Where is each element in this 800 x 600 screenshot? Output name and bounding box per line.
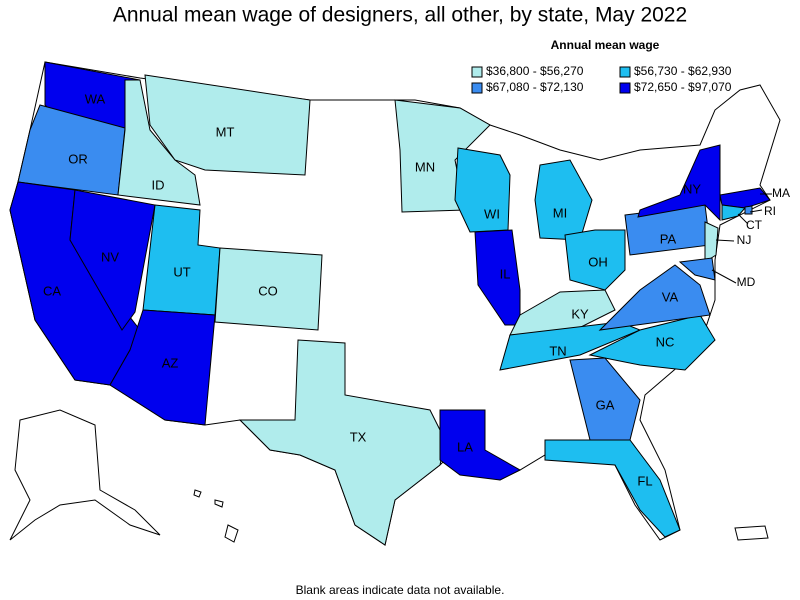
- state-label: CO: [258, 283, 278, 298]
- state-label: NC: [656, 334, 675, 349]
- hawaii: [193, 489, 239, 543]
- state-shape: [117, 79, 201, 206]
- state-label: WA: [85, 91, 106, 106]
- legend-swatch: [471, 82, 483, 94]
- state-label: OR: [68, 151, 88, 166]
- state-shape: [721, 204, 746, 221]
- state-label: LA: [457, 439, 473, 454]
- state-label: VA: [662, 289, 679, 304]
- legend-label: $36,800 - $56,270: [486, 64, 584, 78]
- state-shape: [678, 257, 716, 281]
- leader-line: [715, 239, 735, 242]
- state-shape: [564, 229, 626, 291]
- state-label: PA: [660, 231, 677, 246]
- state-shape: [719, 187, 771, 209]
- state-label: WI: [484, 206, 500, 221]
- legend-swatch: [619, 82, 631, 94]
- state-label: MI: [553, 205, 567, 220]
- state-label: MN: [415, 159, 435, 174]
- leader-line: [749, 209, 763, 213]
- legend: $36,800 - $56,270 $56,730 - $62,930 $67,08…: [471, 64, 732, 94]
- leader-line: [737, 213, 749, 225]
- state-shape: [704, 221, 719, 263]
- state-label: TX: [350, 429, 367, 444]
- state-label: MD: [737, 275, 756, 289]
- state-label: FL: [637, 473, 652, 488]
- state-shape: [637, 144, 721, 222]
- title: Annual mean wage of designers, all other…: [113, 4, 687, 27]
- alaska: [9, 409, 161, 541]
- state-shape: [499, 321, 642, 371]
- state-label: TN: [549, 343, 566, 358]
- state-label: KY: [571, 306, 589, 321]
- legend-swatch: [619, 66, 631, 78]
- leader-lines: [711, 193, 772, 284]
- legend-swatch: [471, 66, 483, 78]
- state-label: NJ: [737, 233, 752, 247]
- state-label: NV: [101, 249, 119, 264]
- leader-line: [711, 269, 737, 284]
- state-label: CA: [43, 283, 61, 298]
- state-shape: [214, 247, 323, 331]
- state-shape: [69, 189, 156, 331]
- footnote: Blank areas indicate data not available.: [296, 583, 505, 597]
- legend-label: $72,650 - $97,070: [634, 80, 732, 94]
- state-label: UT: [173, 264, 190, 279]
- state-label: OH: [588, 254, 608, 269]
- state-label: AZ: [162, 355, 179, 370]
- state-label: NY: [683, 181, 701, 196]
- state-label: MA: [772, 186, 790, 200]
- states: WA OR ID MT CA NV UT AZ CO TX MN WI MI IL OH KY TN NC VA GA…: [9, 61, 790, 546]
- state-shape: [238, 339, 446, 546]
- state-shape: [598, 264, 711, 331]
- state-label: MT: [216, 124, 235, 139]
- state-shape: [17, 104, 126, 196]
- state-label: CT: [746, 218, 763, 232]
- state-label: IL: [500, 266, 511, 281]
- state-label: GA: [596, 397, 615, 412]
- state-shape: [588, 314, 716, 371]
- state-shape: [144, 74, 311, 176]
- legend-label: $67,080 - $72,130: [486, 80, 584, 94]
- state-shape: [744, 205, 753, 215]
- state-shape: [569, 357, 641, 441]
- state-shape: [439, 409, 522, 481]
- state-label: ID: [152, 177, 165, 192]
- state-shape: [544, 439, 681, 538]
- legend-label: $56,730 - $62,930: [634, 64, 732, 78]
- legend-title: Annual mean wage: [551, 38, 660, 52]
- puerto-rico: [734, 525, 769, 541]
- state-label: RI: [764, 204, 776, 218]
